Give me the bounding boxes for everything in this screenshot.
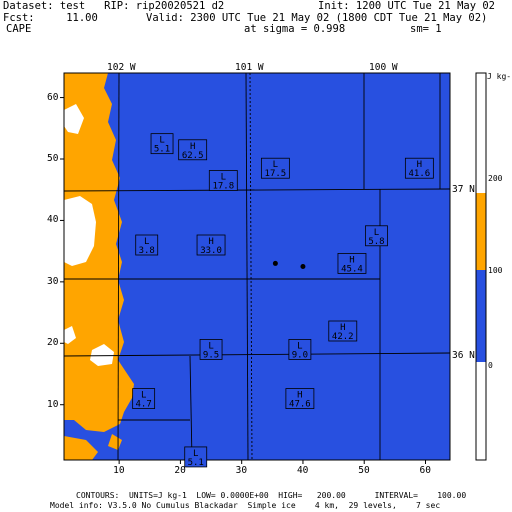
high-marker: H41.6 [404, 157, 434, 179]
hl-type: L [144, 237, 149, 247]
footer-model-info: Model info: V3.5.0 No Cumulus Blackadar … [50, 501, 441, 510]
hl-value: 62.5 [182, 151, 204, 161]
highs-lows: L5.1 H62.5L17.8L17.5H41.6L3.8H33.0L5.8H45… [132, 133, 434, 468]
colorbar-level-200: 200 [488, 174, 503, 183]
cape-high-region [64, 196, 96, 266]
low-marker: L3.8 [135, 234, 159, 256]
header-init: Init: 1200 UTC Tue 21 May 02 [318, 0, 496, 12]
x-tick-label: 10 [113, 465, 125, 476]
hl-type: H [340, 323, 345, 333]
x-tick-label: 40 [296, 465, 309, 476]
hl-value: 5.8 [368, 237, 384, 247]
cape-mid-region [64, 436, 98, 460]
cape-high-region [64, 104, 84, 134]
y-tick-label: 60 [47, 91, 59, 103]
header-sigma: at sigma = 0.998 [244, 23, 346, 35]
header-fcst: Fcst: 11.00 [3, 12, 98, 24]
low-marker: L5.1 [150, 133, 174, 155]
header-valid: Valid: 2300 UTC Tue 21 May 02 (1800 CDT … [146, 12, 488, 24]
colorbar-blank [476, 362, 486, 460]
high-marker: H33.0 [196, 234, 226, 256]
low-marker: L17.8 [208, 170, 238, 192]
hl-type: L [374, 228, 379, 238]
hl-type: H [349, 255, 354, 265]
colorbar-mid [476, 193, 486, 270]
colorbar-level-0: 0 [488, 361, 493, 370]
colorbar-unit: J kg-1 [487, 72, 512, 81]
footer-contours: CONTOURS: UNITS=J kg-1 LOW= 0.0000E+00 H… [76, 491, 467, 500]
hl-type: H [297, 391, 302, 401]
low-marker: L4.7 [132, 388, 156, 410]
low-marker: L17.5 [260, 157, 290, 179]
hl-type: L [193, 449, 198, 459]
x-tick-label: 30 [235, 465, 248, 476]
hl-value: 17.5 [265, 169, 287, 179]
hl-type: L [221, 173, 226, 183]
county-boundaries [64, 73, 450, 460]
y-tick-label: 30 [47, 275, 59, 287]
colorbar [475, 72, 487, 461]
colorbar-level-100: 100 [488, 266, 503, 275]
high-marker: H47.6 [285, 388, 315, 410]
y-tick-label: 10 [47, 398, 59, 410]
station-points [272, 260, 306, 269]
high-marker: H45.4 [337, 253, 367, 274]
high-marker: H42.2 [328, 320, 358, 342]
low-marker: L5.1 [184, 446, 208, 468]
hl-value: 9.5 [203, 350, 219, 360]
hl-value: 5.1 [154, 145, 170, 155]
hl-type: L [273, 160, 278, 170]
hl-value: 5.1 [188, 458, 204, 468]
x-tick-label: 20 [174, 465, 186, 476]
colorbar-high [476, 73, 486, 193]
station-dot [272, 260, 278, 266]
cape-field [64, 73, 450, 460]
hl-value: 3.8 [139, 246, 155, 256]
hl-value: 47.6 [289, 400, 311, 410]
hl-value: 41.6 [409, 169, 431, 179]
header-field: CAPE [6, 23, 32, 35]
hl-value: 33.0 [200, 246, 222, 256]
hl-type: L [159, 136, 164, 146]
x-tick-label: 60 [419, 465, 431, 476]
hl-value: 9.0 [292, 350, 308, 360]
low-marker: L9.5 [199, 339, 223, 360]
low-marker: L5.8 [365, 225, 388, 247]
high-marker: H62.5 [178, 139, 208, 161]
station-dot [300, 264, 306, 269]
longitude-label: 102 W [107, 62, 136, 73]
hl-type: H [208, 237, 213, 247]
y-tick-label: 50 [47, 153, 59, 164]
hl-type: L [297, 341, 302, 351]
x-tick-label: 50 [358, 465, 370, 476]
latitude-label: 36 N [452, 350, 475, 361]
hl-type: L [141, 391, 146, 401]
hl-value: 4.7 [136, 400, 152, 410]
hl-type: H [190, 142, 195, 152]
cape-high-region [90, 344, 114, 366]
hl-type: L [208, 341, 213, 351]
plot-frame [63, 72, 451, 461]
latitude-label: 37 N [452, 184, 475, 195]
cape-high-region [64, 326, 76, 344]
y-tick-label: 40 [47, 214, 59, 226]
colorbar-low [476, 270, 486, 362]
cape-mid-region [64, 73, 134, 432]
hl-type: H [417, 160, 422, 170]
low-marker: L9.0 [288, 339, 312, 360]
y-tick-label: 20 [47, 337, 59, 349]
hl-value: 45.4 [341, 264, 363, 274]
hl-value: 42.2 [332, 332, 354, 342]
longitude-label: 101 W [235, 62, 264, 73]
longitude-label: 100 W [369, 62, 398, 73]
header-dataset: Dataset: test RIP: rip20020521 d2 [3, 0, 225, 12]
hl-value: 17.8 [212, 182, 234, 192]
axis-ticks [60, 97, 426, 464]
header-smoothing: sm= 1 [410, 23, 442, 35]
